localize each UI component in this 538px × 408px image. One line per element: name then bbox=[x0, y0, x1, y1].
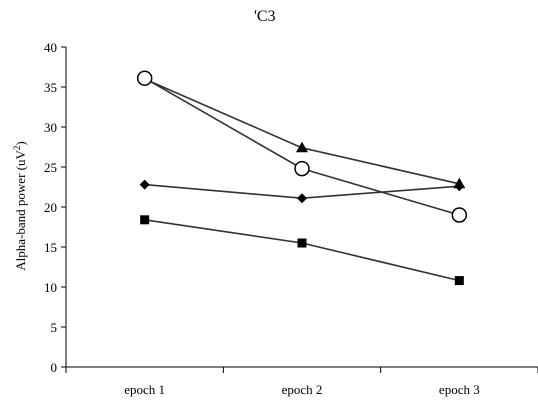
y-tick-label: 0 bbox=[51, 360, 58, 375]
y-tick-label: 25 bbox=[44, 160, 57, 175]
data-point-diamond bbox=[297, 193, 307, 204]
y-tick-label: 30 bbox=[44, 120, 57, 135]
series-lines bbox=[144, 77, 460, 282]
data-point-triangle bbox=[453, 177, 466, 189]
data-point-square bbox=[140, 215, 150, 225]
data-point-circle-open bbox=[136, 70, 153, 86]
y-axis-label: Alpha-band power (uV2) bbox=[12, 141, 28, 270]
axes bbox=[65, 47, 538, 368]
y-tick-label: 10 bbox=[44, 280, 57, 295]
y-ticks: 0 5 10 15 20 25 30 35 40 bbox=[44, 40, 66, 375]
data-point-diamond bbox=[139, 179, 150, 190]
data-point-square bbox=[297, 238, 307, 248]
y-tick-label: 15 bbox=[44, 240, 57, 255]
y-tick-label: 35 bbox=[44, 80, 57, 95]
data-point-triangle bbox=[296, 141, 308, 153]
x-ticks: epoch 1 epoch 2 epoch 3 bbox=[65, 367, 538, 397]
data-point-square bbox=[454, 276, 464, 286]
data-point-circle-open bbox=[451, 207, 468, 223]
y-tick-label: 5 bbox=[51, 320, 58, 335]
series-line-square bbox=[144, 219, 460, 282]
x-tick-label: epoch 2 bbox=[282, 382, 323, 397]
y-tick-label: 40 bbox=[44, 40, 57, 55]
data-point-circle-open bbox=[294, 160, 310, 177]
series-markers bbox=[136, 70, 468, 286]
y-tick-label: 20 bbox=[44, 200, 57, 215]
x-tick-label: epoch 3 bbox=[439, 382, 480, 397]
x-tick-label: epoch 1 bbox=[124, 382, 165, 397]
chart-title: 'C3 bbox=[254, 8, 276, 25]
